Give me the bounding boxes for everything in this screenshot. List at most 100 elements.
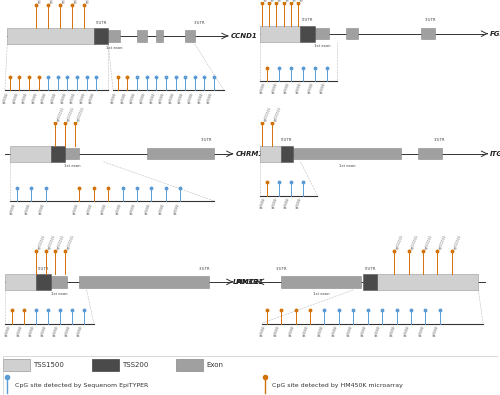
Text: cg00000: cg00000 bbox=[404, 325, 411, 337]
Text: cg00000: cg00000 bbox=[168, 92, 175, 103]
Text: cg00000: cg00000 bbox=[28, 325, 36, 337]
Bar bbox=[92, 359, 119, 371]
Text: 1st exon: 1st exon bbox=[64, 164, 80, 168]
Text: FGF19: FGF19 bbox=[490, 31, 500, 37]
Text: cg00000: cg00000 bbox=[307, 83, 315, 94]
Bar bbox=[36, 274, 51, 290]
Bar bbox=[260, 146, 281, 162]
Text: cg00000: cg00000 bbox=[130, 203, 137, 214]
Bar bbox=[108, 30, 120, 41]
Text: cg000000: cg000000 bbox=[62, 0, 71, 4]
Bar bbox=[281, 276, 360, 288]
Text: cg000000: cg000000 bbox=[66, 106, 76, 122]
Text: cg00000: cg00000 bbox=[148, 92, 156, 103]
Text: 3'UTR: 3'UTR bbox=[424, 19, 436, 23]
Text: 3'UTR: 3'UTR bbox=[198, 267, 210, 271]
Text: cg000000: cg000000 bbox=[424, 234, 434, 250]
Bar bbox=[176, 359, 203, 371]
Text: cg00000: cg00000 bbox=[283, 83, 291, 94]
Text: cg00000: cg00000 bbox=[360, 325, 368, 337]
Text: cg00000: cg00000 bbox=[60, 92, 68, 103]
Text: cg000000: cg000000 bbox=[263, 0, 272, 2]
Bar bbox=[50, 146, 65, 162]
Text: cg00000: cg00000 bbox=[158, 203, 166, 214]
Bar bbox=[146, 148, 214, 160]
Text: cg000000: cg000000 bbox=[273, 106, 282, 122]
Bar bbox=[185, 30, 194, 41]
Text: cg000000: cg000000 bbox=[285, 0, 294, 2]
Text: cg00000: cg00000 bbox=[110, 92, 118, 103]
Text: cg000000: cg000000 bbox=[396, 234, 405, 250]
Text: cg00000: cg00000 bbox=[64, 325, 72, 337]
Bar bbox=[65, 148, 80, 160]
Text: cg00000: cg00000 bbox=[52, 325, 60, 337]
Text: 5'UTR: 5'UTR bbox=[364, 267, 376, 271]
Text: CpG site detected by HM450K microarray: CpG site detected by HM450K microarray bbox=[272, 383, 403, 387]
Bar bbox=[5, 274, 36, 290]
Text: 1st exon: 1st exon bbox=[339, 164, 355, 168]
Text: cg00000: cg00000 bbox=[86, 203, 94, 214]
Text: cg00000: cg00000 bbox=[139, 92, 146, 103]
Text: cg00000: cg00000 bbox=[70, 92, 77, 103]
Text: cg000000: cg000000 bbox=[263, 106, 272, 122]
Text: cg00000: cg00000 bbox=[158, 92, 166, 103]
Text: cg00000: cg00000 bbox=[389, 325, 396, 337]
Bar bbox=[418, 148, 442, 160]
Text: cg000000: cg000000 bbox=[74, 0, 83, 4]
Text: 5'UTR: 5'UTR bbox=[302, 19, 314, 23]
Bar bbox=[300, 26, 315, 41]
Text: cg00000: cg00000 bbox=[22, 92, 29, 103]
Text: cg00000: cg00000 bbox=[259, 197, 267, 209]
Text: 1st exon: 1st exon bbox=[106, 46, 122, 50]
Text: 1st exon: 1st exon bbox=[50, 292, 68, 296]
Text: cg00000: cg00000 bbox=[72, 203, 80, 214]
Text: cg00000: cg00000 bbox=[271, 197, 279, 209]
Text: 5'UTR: 5'UTR bbox=[38, 267, 49, 271]
Text: cg000000: cg000000 bbox=[47, 234, 56, 250]
Bar bbox=[10, 146, 50, 162]
Text: cg00000: cg00000 bbox=[4, 325, 12, 337]
Text: PIK3R1: PIK3R1 bbox=[236, 279, 264, 285]
Bar bbox=[50, 276, 68, 288]
Text: cg00000: cg00000 bbox=[79, 92, 86, 103]
Text: cg00000: cg00000 bbox=[24, 203, 32, 214]
Text: 5'UTR: 5'UTR bbox=[280, 139, 291, 143]
Text: cg00000: cg00000 bbox=[2, 92, 10, 103]
Text: CHRM1: CHRM1 bbox=[236, 151, 264, 157]
Text: cg00000: cg00000 bbox=[271, 83, 279, 94]
Text: cg000000: cg000000 bbox=[66, 234, 76, 250]
Text: LAMC2: LAMC2 bbox=[232, 279, 260, 285]
Text: cg00000: cg00000 bbox=[196, 92, 204, 103]
Bar bbox=[346, 28, 358, 40]
Text: cg000000: cg000000 bbox=[270, 0, 280, 2]
Bar bbox=[260, 26, 300, 41]
Text: cg000000: cg000000 bbox=[438, 234, 448, 250]
Text: cg00000: cg00000 bbox=[120, 92, 128, 103]
Text: cg00000: cg00000 bbox=[332, 325, 339, 337]
Text: 1st exon: 1st exon bbox=[312, 292, 329, 296]
Text: cg00000: cg00000 bbox=[172, 203, 180, 214]
Text: cg00000: cg00000 bbox=[259, 83, 267, 94]
Text: cg00000: cg00000 bbox=[302, 325, 310, 337]
Text: cg00000: cg00000 bbox=[31, 92, 38, 103]
Text: cg00000: cg00000 bbox=[178, 92, 185, 103]
Text: cg00000: cg00000 bbox=[295, 197, 303, 209]
Text: cg00000: cg00000 bbox=[288, 325, 296, 337]
Bar bbox=[378, 274, 478, 290]
Text: TSS200: TSS200 bbox=[122, 362, 148, 369]
Text: cg00000: cg00000 bbox=[100, 203, 108, 214]
Text: 3'UTR: 3'UTR bbox=[276, 267, 287, 271]
Text: cg000000: cg000000 bbox=[292, 0, 302, 2]
Text: cg00000: cg00000 bbox=[50, 92, 58, 103]
Text: cg00000: cg00000 bbox=[206, 92, 214, 103]
Text: cg000000: cg000000 bbox=[38, 234, 47, 250]
Text: cg00000: cg00000 bbox=[88, 92, 96, 103]
Text: cg00000: cg00000 bbox=[187, 92, 194, 103]
Text: cg00000: cg00000 bbox=[346, 325, 354, 337]
Text: cg00000: cg00000 bbox=[12, 92, 20, 103]
Text: cg00000: cg00000 bbox=[16, 325, 24, 337]
Text: cg000000: cg000000 bbox=[453, 234, 462, 250]
Text: cg00000: cg00000 bbox=[40, 92, 48, 103]
Text: cg00000: cg00000 bbox=[115, 203, 122, 214]
Text: cg00000: cg00000 bbox=[319, 83, 327, 94]
